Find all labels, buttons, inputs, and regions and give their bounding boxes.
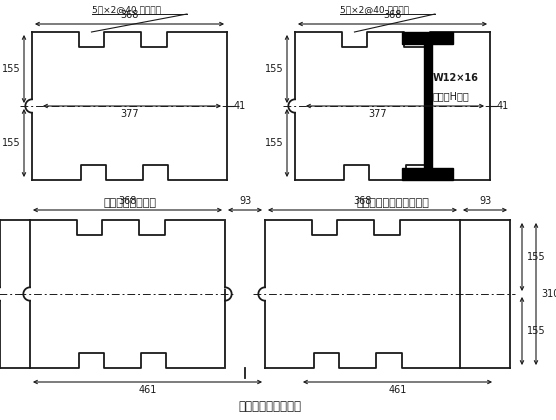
Text: 5宽×2@40 深加劲肋: 5宽×2@40 深加劲肋 (92, 5, 161, 14)
Text: 41: 41 (497, 101, 509, 111)
Text: 93: 93 (479, 196, 491, 206)
Text: 368: 368 (120, 10, 138, 20)
Text: 368: 368 (353, 196, 372, 206)
Text: 加强型压型钢板横截面图: 加强型压型钢板横截面图 (356, 198, 429, 208)
Text: 93: 93 (239, 196, 251, 206)
Text: 155: 155 (527, 326, 545, 336)
Text: 377: 377 (120, 109, 139, 119)
Text: 155: 155 (2, 64, 21, 74)
Text: 155: 155 (265, 64, 284, 74)
Text: W12×16: W12×16 (433, 74, 479, 84)
Text: 368: 368 (118, 196, 137, 206)
Bar (424, 44, 431, 168)
Bar (402, 168, 453, 180)
Text: 461: 461 (388, 385, 406, 395)
Text: 461: 461 (138, 385, 157, 395)
Text: 41: 41 (234, 101, 246, 111)
Text: 310: 310 (541, 289, 556, 299)
Text: 155: 155 (527, 252, 545, 262)
Text: 5宽×2@40 深加劲肋: 5宽×2@40 深加劲肋 (340, 5, 409, 14)
Text: 压型钢板横截面图: 压型钢板横截面图 (103, 198, 156, 208)
Text: 宽翼缘H型钢: 宽翼缘H型钢 (433, 91, 469, 101)
Text: 155: 155 (265, 138, 284, 148)
Bar (402, 32, 453, 44)
Text: 368: 368 (383, 10, 401, 20)
Text: 155: 155 (2, 138, 21, 148)
Text: 压型钢板拼装示意图: 压型钢板拼装示意图 (239, 400, 301, 413)
Text: 377: 377 (368, 109, 387, 119)
